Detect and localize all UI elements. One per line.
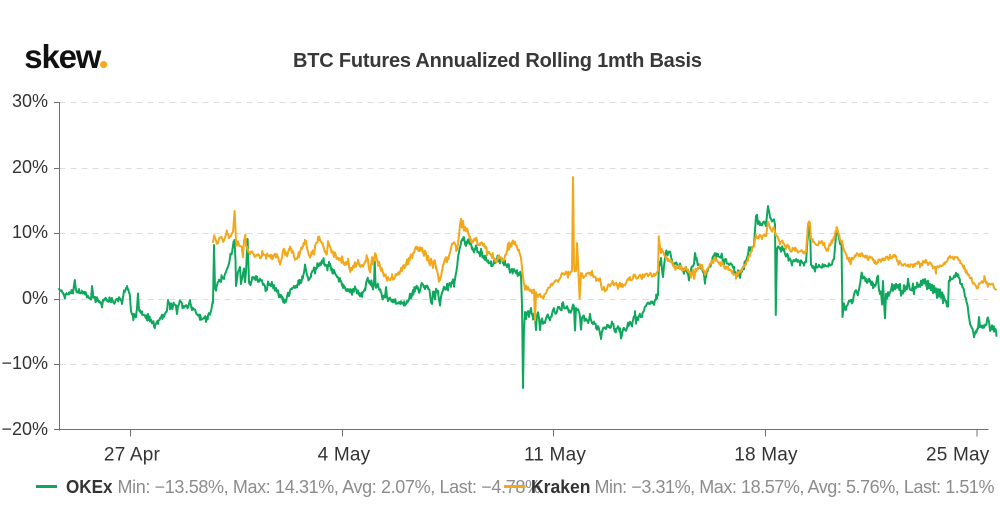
- svg-text:0%: 0%: [22, 288, 48, 308]
- svg-text:OKEx: OKEx: [66, 477, 113, 497]
- svg-text:Kraken: Kraken: [531, 477, 591, 497]
- svg-text:20%: 20%: [12, 157, 48, 177]
- svg-text:Min: −3.31%, Max: 18.57%, Avg:: Min: −3.31%, Max: 18.57%, Avg: 5.76%, La…: [595, 477, 995, 497]
- svg-text:30%: 30%: [12, 91, 48, 111]
- svg-text:11 May: 11 May: [524, 445, 586, 466]
- svg-text:Min: −13.58%, Max: 14.31%, Avg: Min: −13.58%, Max: 14.31%, Avg: 2.07%, L…: [118, 477, 542, 497]
- svg-text:skew: skew: [24, 38, 101, 75]
- svg-text:18 May: 18 May: [734, 445, 798, 466]
- svg-text:4 May: 4 May: [318, 445, 371, 466]
- svg-text:BTC Futures Annualized Rolling: BTC Futures Annualized Rolling 1mth Basi…: [293, 50, 702, 72]
- svg-text:−10%: −10%: [1, 353, 48, 373]
- svg-text:−20%: −20%: [1, 419, 48, 439]
- svg-text:27 Apr: 27 Apr: [104, 445, 161, 466]
- svg-text:10%: 10%: [12, 222, 48, 242]
- svg-text:25 May: 25 May: [926, 445, 990, 466]
